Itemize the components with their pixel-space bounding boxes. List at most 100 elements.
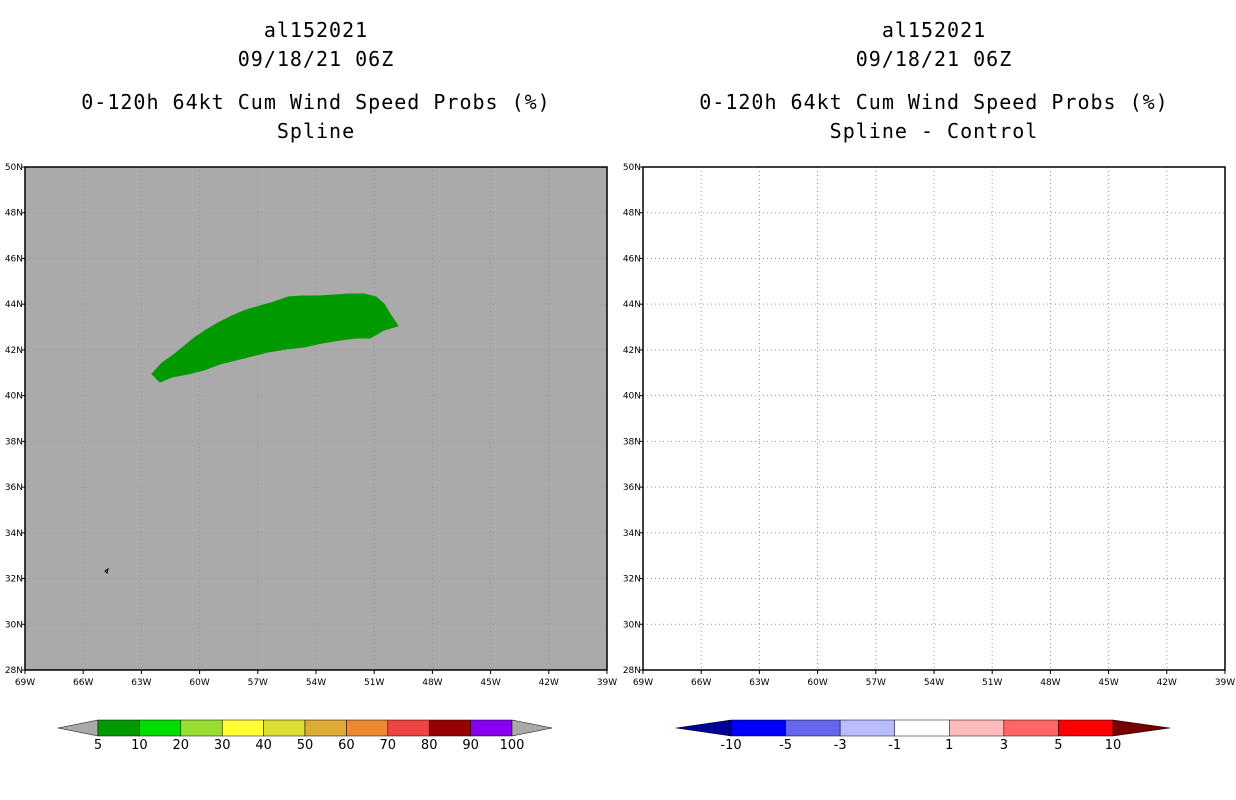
lat-tick-label: 44N (623, 300, 641, 310)
colorbar-swatch (263, 719, 306, 737)
lat-tick-label: 32N (623, 575, 641, 585)
right-map-axes: 69W 66W 63W 60W 57W 54W 51W 48W 45W 42W 39W 28N 30N 3… (623, 163, 1235, 688)
probability-region (151, 293, 399, 383)
lon-tick-label: 48W (422, 678, 442, 688)
colorbar-swatch (221, 719, 264, 737)
lat-tick-label: 48N (5, 209, 23, 219)
lon-tick-label: 60W (807, 678, 827, 688)
colorbar-label: -10 (720, 738, 741, 753)
right-panel-title: al152021 09/18/21 06Z 0-120h 64kt Cum Wi… (643, 16, 1225, 146)
lat-tick-label: 34N (5, 529, 23, 539)
lat-tick-label: 34N (623, 529, 641, 539)
right-colorbar: -10 -5 -3 -1 1 3 5 10 (675, 719, 1171, 753)
colorbar-high-end (511, 719, 553, 737)
lon-tick-label: 54W (924, 678, 944, 688)
lat-tick-label: 28N (623, 666, 641, 676)
lon-tick-label: 51W (364, 678, 384, 688)
lat-tick-label: 38N (623, 437, 641, 447)
colorbar-swatch (1058, 719, 1114, 737)
lon-tick-label: 39W (1215, 678, 1235, 688)
lon-tick-label: 54W (306, 678, 326, 688)
lat-tick-label: 28N (5, 666, 23, 676)
lat-tick-label: 40N (5, 392, 23, 402)
lat-tick-label: 48N (623, 209, 641, 219)
colorbar-label: 40 (255, 738, 272, 753)
colorbar-swatch (470, 719, 513, 737)
lon-tick-label: 69W (633, 678, 653, 688)
colorbar-label: 90 (462, 738, 479, 753)
colorbar-swatch (730, 719, 786, 737)
left-storm-id: al152021 (263, 18, 369, 42)
right-product: 0-120h 64kt Cum Wind Speed Probs (%) (699, 90, 1169, 114)
lon-tick-label: 63W (131, 678, 151, 688)
colorbar-label: 20 (173, 738, 190, 753)
lon-tick-label: 66W (691, 678, 711, 688)
right-subtitle: Spline - Control (829, 119, 1039, 143)
lat-tick-label: 36N (623, 483, 641, 493)
colorbar-swatch (949, 719, 1005, 737)
colorbar-label: -3 (834, 738, 847, 753)
colorbar-swatch (97, 719, 140, 737)
left-subtitle: Spline (276, 119, 356, 143)
colorbar-swatch (180, 719, 223, 737)
colorbar-swatch (387, 719, 430, 737)
colorbar-label: 1 (945, 738, 953, 753)
lat-tick-label: 40N (623, 392, 641, 402)
lat-tick-label: 30N (623, 620, 641, 630)
left-colorbar: 5 10 20 30 40 50 60 70 80 90 100 (57, 719, 553, 753)
colorbar-label: -1 (888, 738, 901, 753)
colorbar-swatch (346, 719, 389, 737)
colorbar-swatch (785, 719, 841, 737)
lon-tick-label: 48W (1040, 678, 1060, 688)
lon-tick-label: 66W (73, 678, 93, 688)
lon-tick-label: 42W (539, 678, 559, 688)
colorbar-label: 10 (131, 738, 148, 753)
colorbar-low-end (675, 719, 732, 737)
left-map-axes: 69W 66W 63W 60W 57W 54W 51W 48W 45W 42W 39W 28N 30N 3… (5, 163, 617, 688)
colorbar-label: 60 (338, 738, 355, 753)
lon-tick-label: 57W (866, 678, 886, 688)
colorbar-label: 10 (1105, 738, 1122, 753)
lat-tick-label: 50N (623, 163, 641, 173)
lat-tick-label: 36N (5, 483, 23, 493)
left-map-panel: 69W 66W 63W 60W 57W 54W 51W 48W 45W 42W 39W 28N 30N 3… (5, 163, 617, 688)
left-panel-title: al152021 09/18/21 06Z 0-120h 64kt Cum Wi… (25, 16, 607, 146)
lon-tick-label: 42W (1157, 678, 1177, 688)
left-product: 0-120h 64kt Cum Wind Speed Probs (%) (81, 90, 551, 114)
right-storm-id: al152021 (881, 18, 987, 42)
lon-tick-label: 57W (248, 678, 268, 688)
lat-tick-label: 30N (5, 620, 23, 630)
lat-tick-label: 46N (5, 254, 23, 264)
lat-tick-label: 50N (5, 163, 23, 173)
colorbar-label: 80 (421, 738, 438, 753)
colorbar-swatch (894, 719, 950, 737)
colorbar-swatch (304, 719, 347, 737)
lon-tick-label: 45W (1098, 678, 1118, 688)
colorbar-high-end (1112, 719, 1171, 737)
colorbar-swatch (428, 719, 471, 737)
lat-tick-label: 38N (5, 437, 23, 447)
lon-tick-label: 60W (189, 678, 209, 688)
lat-tick-label: 32N (5, 575, 23, 585)
lat-tick-label: 42N (623, 346, 641, 356)
right-datetime: 09/18/21 06Z (855, 47, 1013, 71)
left-map-background (25, 167, 607, 670)
colorbar-swatch (839, 719, 895, 737)
colorbar-label: 3 (1000, 738, 1008, 753)
colorbar-label: 100 (500, 738, 525, 753)
colorbar-swatch (139, 719, 182, 737)
colorbar-label: 5 (94, 738, 102, 753)
colorbar-swatch (1003, 719, 1059, 737)
lon-tick-label: 45W (480, 678, 500, 688)
colorbar-label: 5 (1054, 738, 1062, 753)
lat-tick-label: 46N (623, 254, 641, 264)
right-map-gridlines (643, 167, 1225, 670)
lat-tick-label: 44N (5, 300, 23, 310)
lon-tick-label: 39W (597, 678, 617, 688)
colorbar-low-end (57, 719, 99, 737)
lon-tick-label: 51W (982, 678, 1002, 688)
right-map-background (643, 167, 1225, 670)
colorbar-label: 50 (297, 738, 314, 753)
colorbar-label: 70 (380, 738, 397, 753)
